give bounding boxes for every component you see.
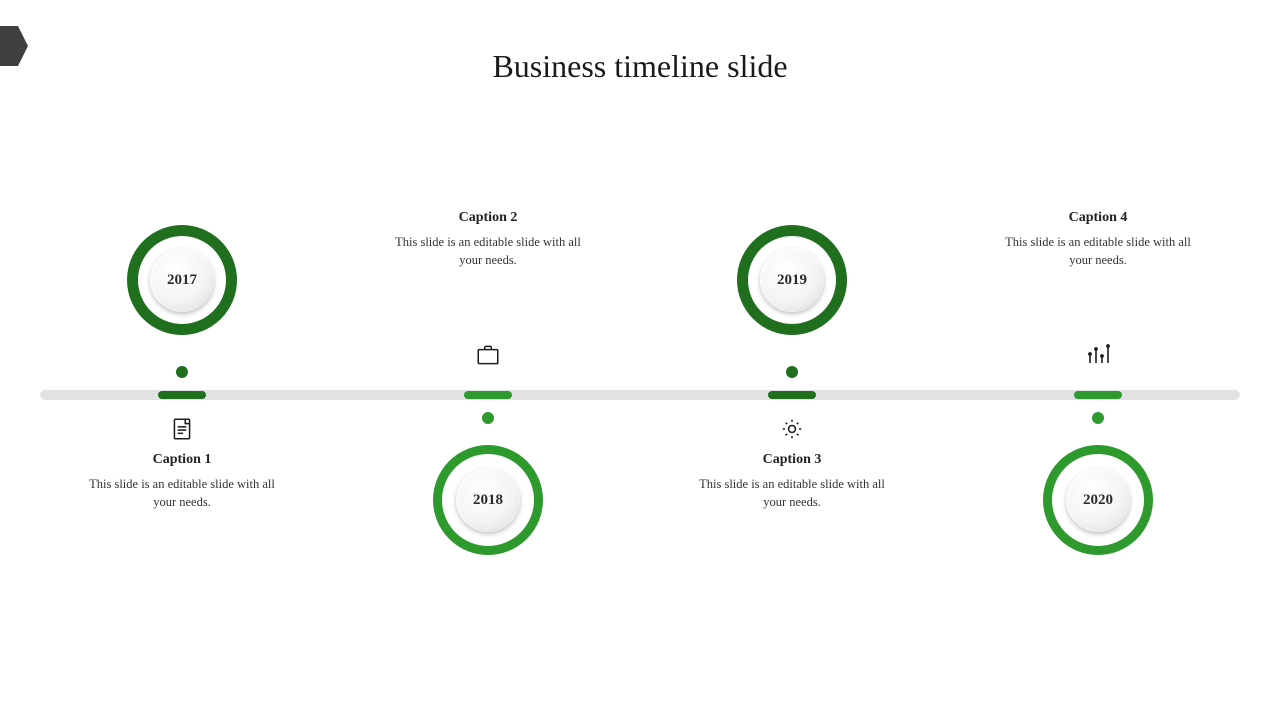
timeline-node-2020: 2020 Caption 4 This slide is an editable s… (948, 0, 1248, 720)
caption-body: This slide is an editable slide with all… (77, 475, 287, 511)
caption-block: Caption 1 This slide is an editable slide… (77, 452, 287, 511)
caption-block: Caption 3 This slide is an editable slide… (687, 452, 897, 511)
connector-dot (482, 412, 494, 424)
document-icon (169, 416, 195, 442)
caption-title: Caption 4 (993, 210, 1203, 226)
timeline-node-2019: 2019 Caption 3 This slide is an editable s… (642, 0, 942, 720)
bars-icon (1084, 342, 1112, 366)
year-ring: 2020 (1043, 445, 1153, 555)
caption-body: This slide is an editable slide with all… (383, 233, 593, 269)
year-ring: 2017 (127, 225, 237, 335)
connector-dot (176, 366, 188, 378)
caption-block: Caption 2 This slide is an editable slide… (383, 210, 593, 269)
year-label: 2020 (1066, 468, 1130, 532)
year-ring: 2018 (433, 445, 543, 555)
axis-marker (158, 391, 206, 399)
axis-marker (1074, 391, 1122, 399)
connector-dot (1092, 412, 1104, 424)
year-label: 2018 (456, 468, 520, 532)
caption-body: This slide is an editable slide with all… (993, 233, 1203, 269)
briefcase-icon (474, 342, 502, 368)
year-label: 2017 (150, 248, 214, 312)
axis-marker (464, 391, 512, 399)
timeline-node-2017: 2017 Caption 1 This slide is an editable s… (32, 0, 332, 720)
axis-marker (768, 391, 816, 399)
year-ring: 2019 (737, 225, 847, 335)
caption-title: Caption 3 (687, 452, 897, 468)
gear-icon (779, 416, 805, 442)
caption-block: Caption 4 This slide is an editable slide… (993, 210, 1203, 269)
connector-dot (786, 366, 798, 378)
caption-title: Caption 1 (77, 452, 287, 468)
caption-title: Caption 2 (383, 210, 593, 226)
timeline-node-2018: 2018 Caption 2 This slide is an editable s… (338, 0, 638, 720)
caption-body: This slide is an editable slide with all… (687, 475, 897, 511)
year-label: 2019 (760, 248, 824, 312)
